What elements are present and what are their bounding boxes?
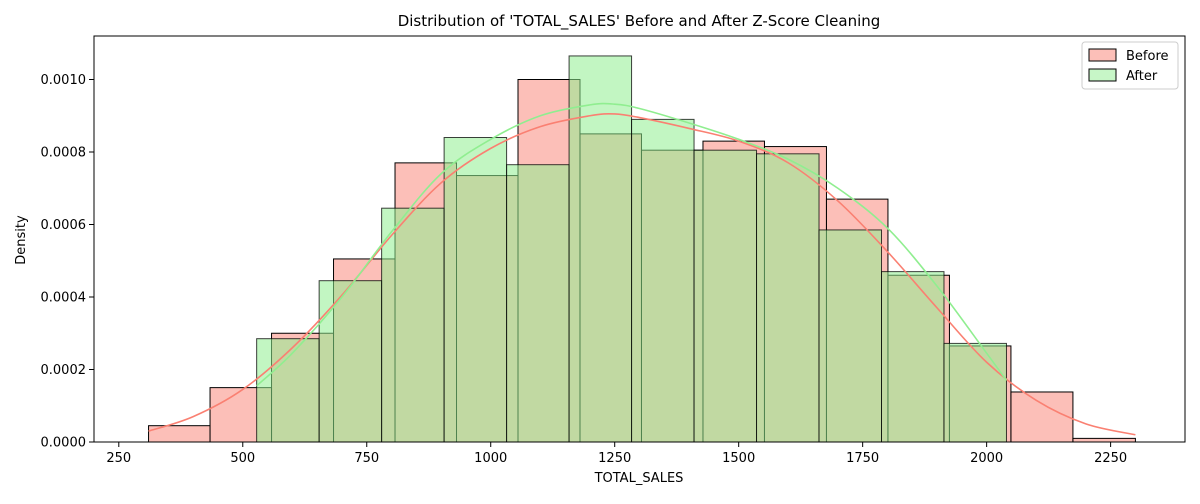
after-bar: [631, 118, 695, 443]
after-bar: [756, 153, 820, 443]
after-kde-line: [256, 102, 1008, 387]
y-tick-label: 0.0006: [41, 218, 87, 233]
plot-area: [148, 55, 1136, 443]
x-tick-label: 1500: [722, 451, 755, 466]
x-tick-label: 1750: [846, 451, 879, 466]
x-tick-label: 1250: [598, 451, 631, 466]
x-tick-label: 500: [230, 451, 255, 466]
legend-label-after: After: [1126, 69, 1158, 84]
before-kde-line: [148, 112, 1136, 436]
x-tick-label: 2000: [970, 451, 1003, 466]
x-tick-label: 2250: [1094, 451, 1127, 466]
x-tick-label: 250: [106, 451, 131, 466]
y-tick-label: 0.0008: [41, 146, 87, 161]
axes: 250 500 750 1000 1250 1500 1750 2000 2250 0.0000 0…: [41, 35, 1186, 466]
legend-swatch-before: [1088, 48, 1117, 62]
x-tick-label: 750: [354, 451, 379, 466]
after-bar: [818, 229, 883, 443]
legend-swatch-after: [1088, 68, 1117, 82]
axes-frame: [93, 35, 1186, 443]
before-bar: [1072, 437, 1136, 443]
chart-title: Distribution of 'TOTAL_SALES' Before and…: [398, 12, 881, 31]
after-bar: [881, 271, 945, 443]
x-axis-label: TOTAL_SALES: [594, 471, 684, 486]
after-bar: [943, 342, 1007, 443]
x-tick-label: 1000: [474, 451, 507, 466]
after-bar: [381, 207, 445, 443]
after-bar: [568, 55, 633, 443]
y-tick-label: 0.0000: [41, 436, 87, 451]
after-bar: [443, 137, 508, 443]
y-tick-label: 0.0004: [41, 291, 87, 306]
after-bar: [506, 164, 570, 443]
after-bar: [318, 280, 383, 443]
before-bar: [1010, 391, 1074, 443]
legend-label-before: Before: [1126, 49, 1169, 64]
after-bar: [693, 149, 758, 443]
after-bar: [256, 338, 320, 443]
legend: Before After: [1081, 41, 1179, 90]
y-tick-label: 0.0010: [41, 73, 87, 88]
y-axis-label: Density: [14, 215, 29, 265]
y-tick-label: 0.0002: [41, 363, 87, 378]
